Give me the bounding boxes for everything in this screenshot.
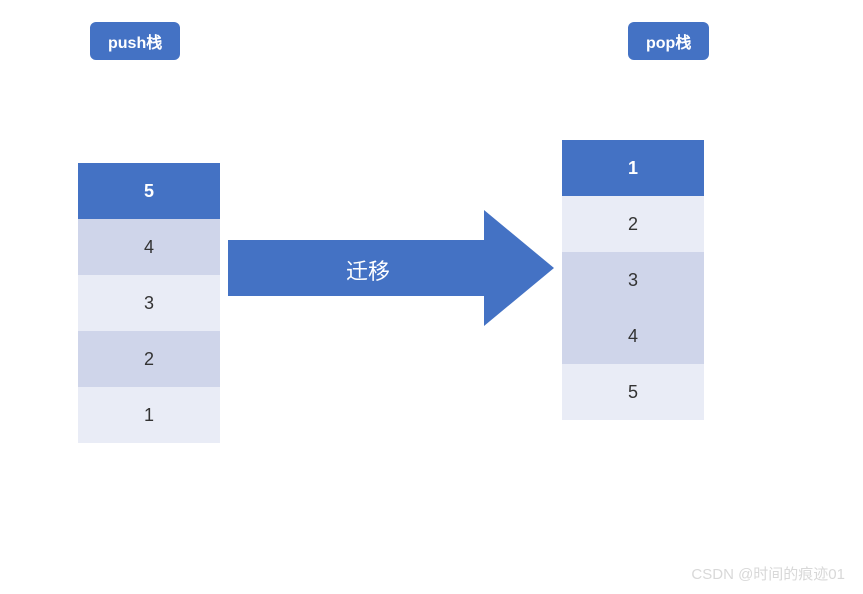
push-stack: 5 4 3 2 1	[78, 163, 220, 443]
arrow-icon	[228, 210, 554, 326]
pop-stack-cell-4: 5	[562, 364, 704, 420]
pop-stack-cell-1: 2	[562, 196, 704, 252]
push-stack-cell-3: 2	[78, 331, 220, 387]
push-stack-cell-4: 1	[78, 387, 220, 443]
push-stack-label-text: push栈	[108, 35, 162, 52]
push-stack-cell-1: 4	[78, 219, 220, 275]
push-stack-cell-0: 5	[78, 163, 220, 219]
pop-stack-cell-3: 4	[562, 308, 704, 364]
pop-stack-label: pop栈	[628, 22, 709, 60]
push-stack-label: push栈	[90, 22, 180, 60]
watermark: CSDN @时间的痕迹01	[691, 563, 845, 584]
pop-stack-label-text: pop栈	[646, 35, 691, 52]
pop-stack: 1 2 3 4 5	[562, 140, 704, 420]
migration-arrow-label: 迁移	[346, 254, 390, 286]
push-stack-cell-2: 3	[78, 275, 220, 331]
pop-stack-cell-2: 3	[562, 252, 704, 308]
migration-arrow	[228, 210, 554, 326]
pop-stack-cell-0: 1	[562, 140, 704, 196]
